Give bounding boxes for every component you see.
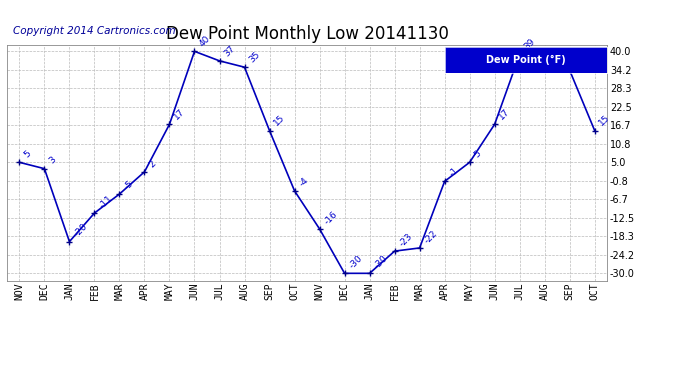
Text: 37: 37 — [222, 44, 237, 58]
Text: -16: -16 — [322, 209, 339, 226]
Text: 36: 36 — [547, 47, 562, 61]
Text: 15: 15 — [598, 113, 612, 128]
Text: 39: 39 — [522, 37, 537, 52]
Text: 34: 34 — [573, 53, 587, 68]
Text: 40: 40 — [197, 34, 212, 49]
Text: -4: -4 — [297, 176, 310, 188]
Text: 17: 17 — [172, 107, 187, 122]
Text: 17: 17 — [497, 107, 512, 122]
Text: -5: -5 — [122, 178, 135, 191]
Text: 2: 2 — [147, 159, 157, 169]
Text: 35: 35 — [247, 50, 262, 64]
Text: 15: 15 — [273, 113, 287, 128]
Text: 5: 5 — [22, 149, 32, 159]
Text: -11: -11 — [97, 194, 114, 210]
Text: Copyright 2014 Cartronics.com: Copyright 2014 Cartronics.com — [13, 26, 175, 36]
Text: -22: -22 — [422, 228, 439, 245]
Title: Dew Point Monthly Low 20141130: Dew Point Monthly Low 20141130 — [166, 26, 448, 44]
Text: 3: 3 — [47, 156, 58, 166]
Text: 5: 5 — [473, 149, 483, 159]
Text: -23: -23 — [397, 232, 414, 248]
Text: -30: -30 — [347, 254, 364, 270]
Text: -30: -30 — [373, 254, 389, 270]
Text: -1: -1 — [447, 166, 460, 178]
Text: -20: -20 — [72, 222, 89, 239]
